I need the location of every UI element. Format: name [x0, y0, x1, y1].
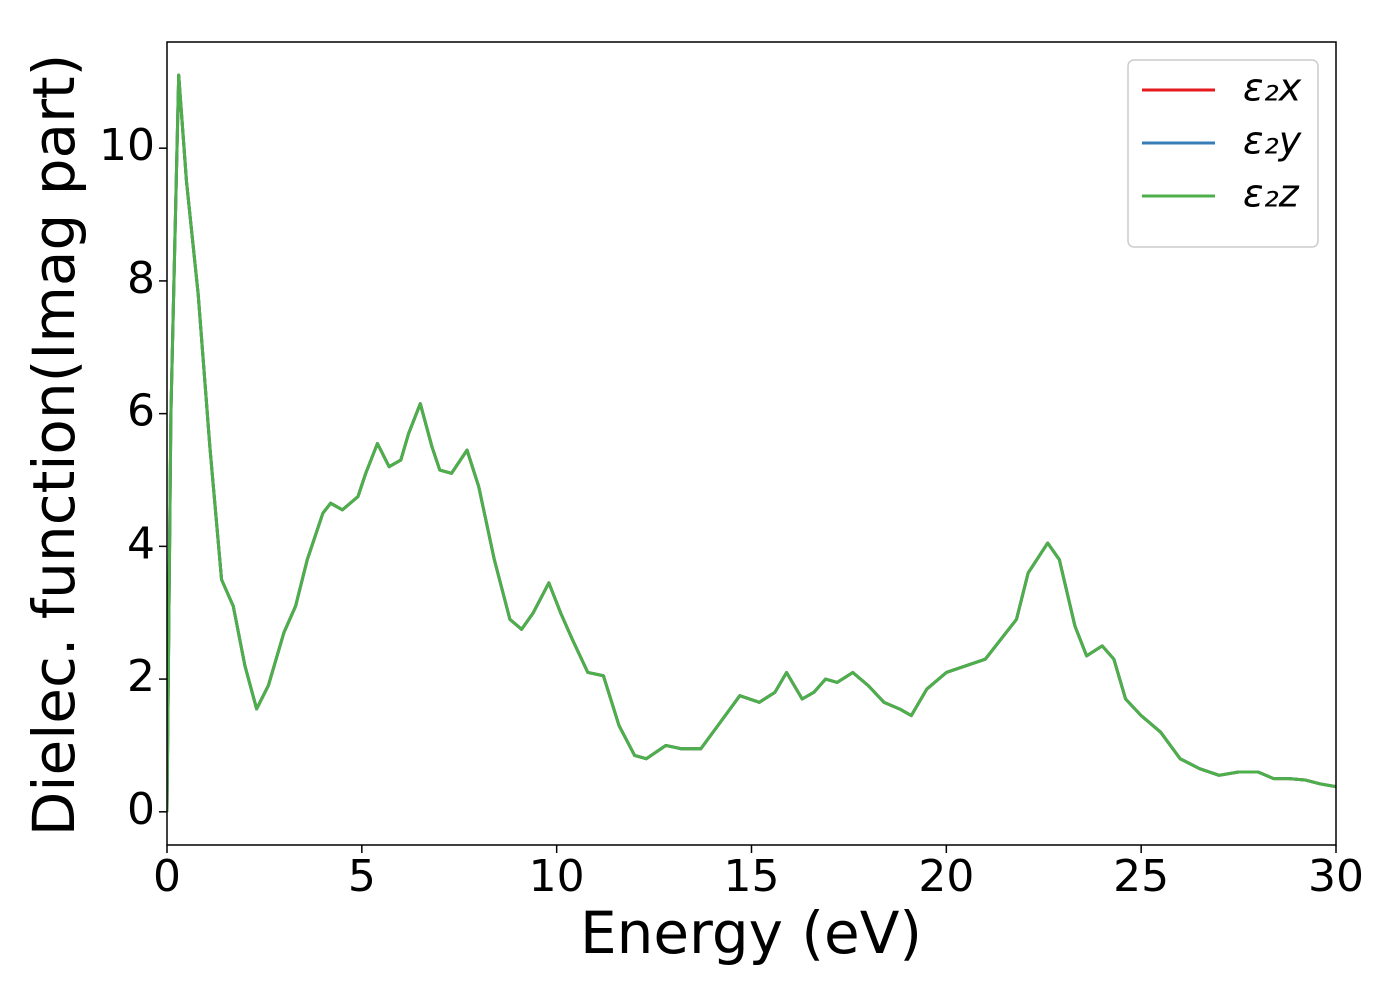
- x-tick-label: 25: [1113, 851, 1169, 902]
- x-tick-label: 10: [529, 851, 585, 902]
- x-tick-label: 20: [918, 851, 974, 902]
- y-tick-label: 10: [99, 120, 155, 171]
- legend-label: ε₂x: [1243, 66, 1302, 110]
- y-axis-label: Dielec. function(Imag part): [20, 54, 88, 837]
- x-tick-label: 15: [724, 851, 780, 902]
- x-tick-label: 0: [153, 851, 181, 902]
- legend-box: [1127, 59, 1319, 248]
- legend-label: ε₂y: [1243, 119, 1302, 163]
- legend-label: ε₂z: [1243, 172, 1300, 216]
- y-tick-label: 8: [127, 253, 155, 304]
- y-tick-label: 0: [127, 784, 155, 835]
- x-tick-label: 5: [348, 851, 376, 902]
- y-tick-label: 4: [127, 518, 155, 569]
- plot-frame: [166, 41, 1337, 846]
- x-tick-label: 30: [1308, 851, 1364, 902]
- y-tick-label: 6: [127, 386, 155, 437]
- y-tick-label: 2: [127, 651, 155, 702]
- x-axis-label: Energy (eV): [580, 899, 922, 967]
- series-line: [167, 73, 1336, 812]
